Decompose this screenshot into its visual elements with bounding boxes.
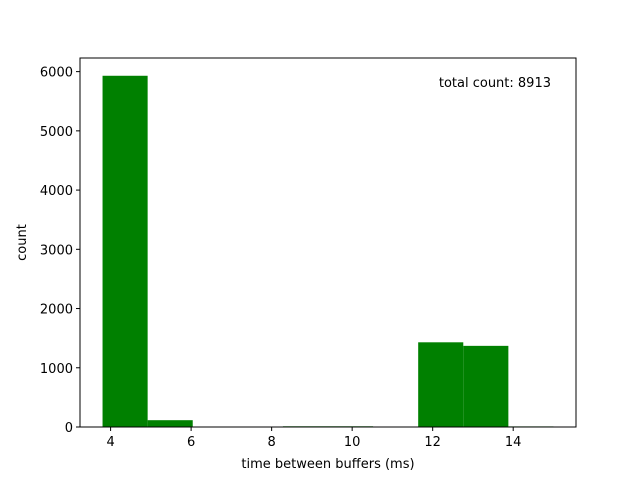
- bars-group: [102, 75, 554, 427]
- y-tick-label: 6000: [40, 66, 73, 81]
- x-tick-label: 6: [187, 435, 195, 450]
- y-axis-label: count: [15, 224, 30, 261]
- x-tick-label: 4: [106, 435, 114, 450]
- y-tick-label: 1000: [40, 362, 73, 377]
- x-axis-label: time between buffers (ms): [241, 457, 414, 472]
- x-tick-label: 12: [424, 435, 441, 450]
- plot-frame: [79, 57, 577, 428]
- y-axis-ticks: 0 1000 2000 3000 4000 5000 6000: [40, 66, 80, 436]
- histogram-bar: [102, 75, 148, 427]
- histogram-bar: [418, 342, 464, 427]
- x-axis-ticks: 4 6 8 10 12 14: [106, 427, 521, 450]
- histogram-bar: [147, 420, 193, 427]
- y-tick-label: 3000: [40, 243, 73, 258]
- x-tick-label: 10: [344, 435, 361, 450]
- y-tick-label: 2000: [40, 303, 73, 318]
- y-tick-label: 5000: [40, 125, 73, 140]
- total-count-annotation: total count: 8913: [439, 76, 551, 91]
- histogram-bar: [463, 345, 509, 427]
- y-tick-label: 4000: [40, 184, 73, 199]
- y-tick-label: 0: [65, 421, 73, 436]
- x-tick-label: 8: [267, 435, 275, 450]
- x-tick-label: 14: [505, 435, 522, 450]
